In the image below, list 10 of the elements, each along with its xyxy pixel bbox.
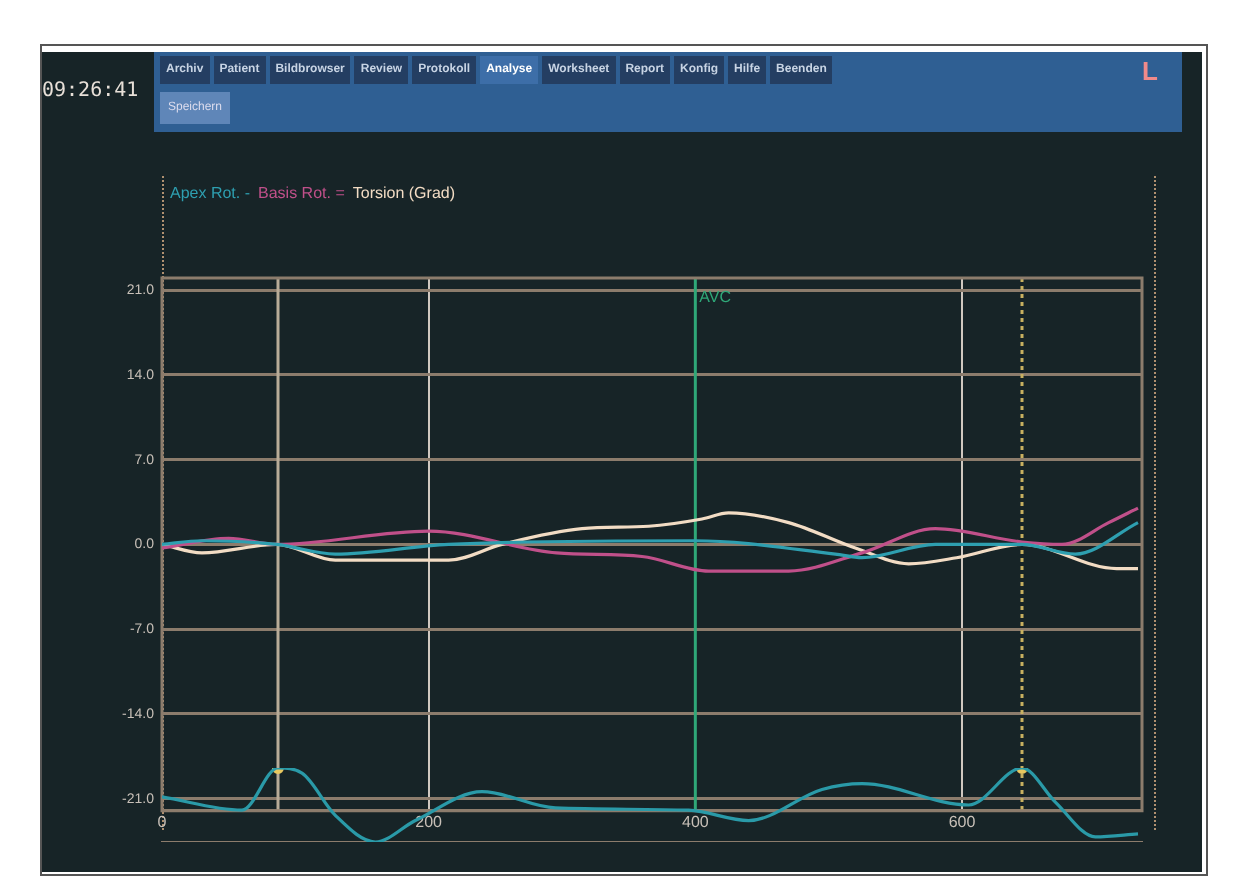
x-tick-label: 0 — [157, 812, 168, 831]
x-tick-label: 600 — [948, 812, 977, 831]
text: Apex Rot. - — [170, 184, 251, 202]
text: Basis Rot. = — [258, 184, 345, 202]
x-tick-label: 400 — [681, 812, 710, 831]
text: L — [1142, 56, 1158, 86]
ref-line-label: AVC — [699, 288, 732, 307]
x-tick-label: 200 — [415, 812, 444, 831]
text: Torsion (Grad) — [352, 184, 455, 202]
text: 09:26:41 — [42, 80, 139, 102]
